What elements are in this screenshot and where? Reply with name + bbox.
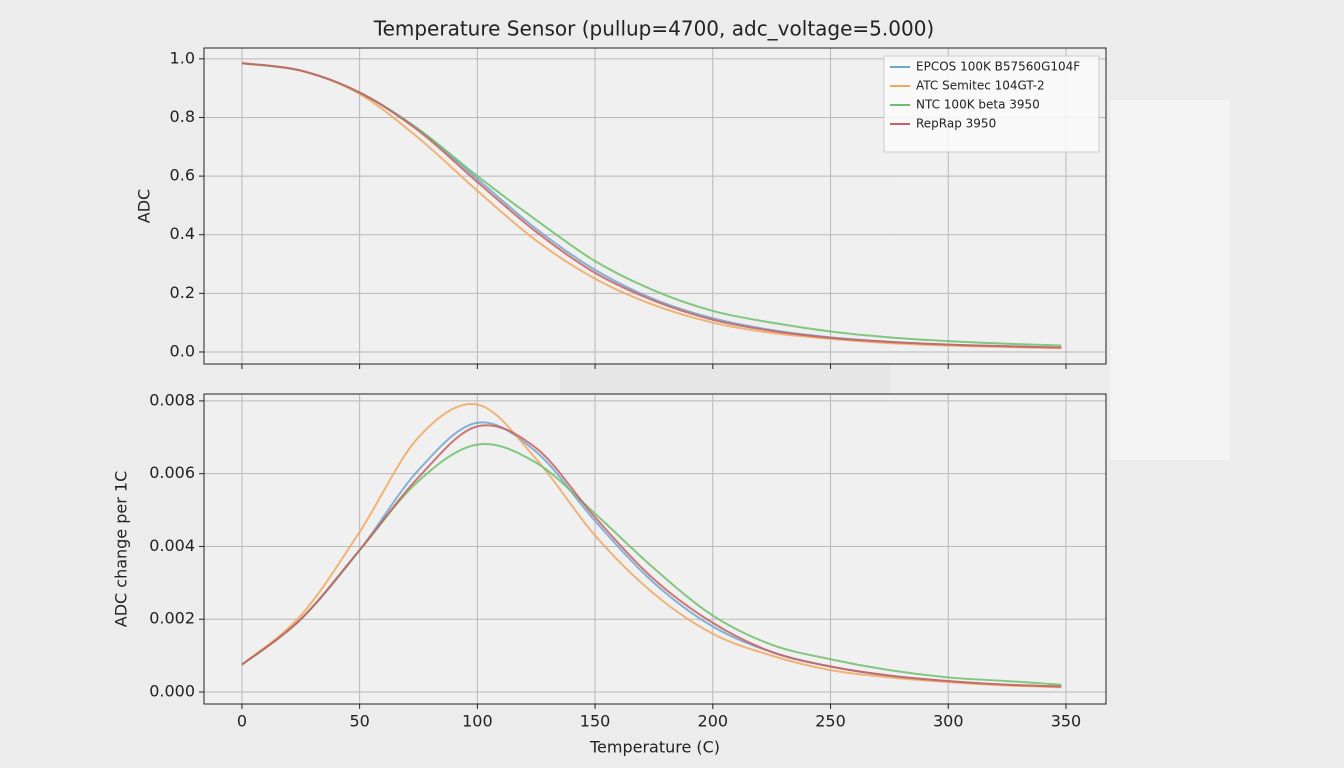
legend-label: NTC 100K beta 3950 xyxy=(916,98,1040,112)
y-tick-label: 0.8 xyxy=(170,107,195,126)
y-tick-label: 0.000 xyxy=(149,681,195,700)
legend-label: EPCOS 100K B57560G104F xyxy=(916,60,1080,74)
legend-label: RepRap 3950 xyxy=(916,117,996,131)
x-tick-label: 200 xyxy=(698,712,729,731)
x-tick-label: 150 xyxy=(580,712,611,731)
series-line xyxy=(241,62,1062,350)
figure-title: Temperature Sensor (pullup=4700, adc_vol… xyxy=(373,17,934,41)
legend-label: ATC Semitec 104GT-2 xyxy=(916,79,1045,93)
y-tick-label: 0.2 xyxy=(170,283,195,302)
axes-frame xyxy=(203,393,1107,705)
x-tick-label: 300 xyxy=(933,712,964,731)
axes-frame xyxy=(203,47,1107,365)
y-axis-label: ADC xyxy=(135,189,154,223)
y-tick-label: 0.004 xyxy=(149,536,195,555)
y-tick-label: 0.006 xyxy=(149,463,195,482)
series-line xyxy=(241,424,1062,688)
y-tick-label: 1.0 xyxy=(170,48,195,67)
y-tick-label: 0.6 xyxy=(170,166,195,185)
backdrop xyxy=(1110,100,1230,460)
x-tick-label: 50 xyxy=(349,712,369,731)
series-line xyxy=(241,403,1062,689)
y-tick-label: 0.002 xyxy=(149,609,195,628)
y-tick-label: 0.008 xyxy=(149,390,195,409)
x-tick-label: 250 xyxy=(815,712,846,731)
x-tick-label: 100 xyxy=(462,712,493,731)
y-axis-label: ADC change per 1C xyxy=(112,471,131,628)
legend-box xyxy=(883,55,1100,153)
x-axis-label: Temperature (C) xyxy=(589,738,720,757)
y-tick-label: 0.4 xyxy=(170,224,195,243)
x-tick-label: 0 xyxy=(237,712,247,731)
plot-area xyxy=(204,394,1106,704)
x-tick-label: 350 xyxy=(1051,712,1082,731)
y-tick-label: 0.0 xyxy=(170,341,195,360)
series-line xyxy=(241,62,1062,349)
